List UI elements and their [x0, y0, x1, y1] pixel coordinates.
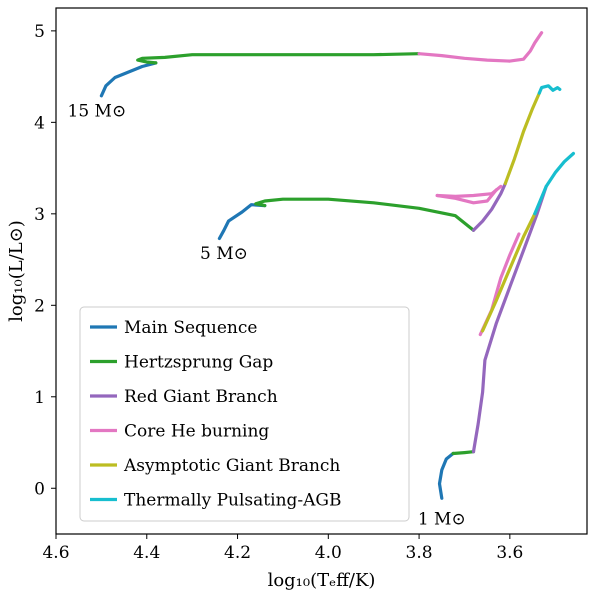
track-segment-hertzsprung-gap: [254, 197, 476, 232]
track-segment-main-sequence: [217, 203, 267, 241]
x-tick-label: 4.2: [224, 543, 251, 563]
track-segment-thermally-pulsating-agb: [533, 151, 575, 216]
mass-label: 1 M⊙: [418, 509, 466, 529]
track-segment-hertzsprung-gap: [451, 450, 476, 456]
x-tick-label: 3.6: [496, 543, 523, 563]
legend-label: Red Giant Branch: [124, 387, 278, 407]
evolution-tracks: [99, 31, 575, 500]
track: [217, 84, 562, 241]
x-tick-label: 4.0: [315, 543, 342, 563]
legend-label: Thermally Pulsating-AGB: [124, 491, 342, 511]
legend-item: Thermally Pulsating-AGB: [90, 491, 342, 511]
y-tick-label: 2: [34, 296, 45, 316]
legend-item: Hertzsprung Gap: [90, 353, 273, 373]
track: [99, 31, 544, 98]
legend-box: [79, 306, 410, 522]
legend-item: Main Sequence: [90, 318, 257, 338]
x-axis-label: log₁₀(Tₑff/K): [268, 570, 376, 591]
track-segment-main-sequence: [437, 451, 455, 500]
plot-frame: [55, 7, 588, 535]
y-tick-label: 0: [34, 479, 45, 499]
track-segment-asymptotic-giant-branch: [481, 212, 537, 333]
legend-label: Hertzsprung Gap: [124, 353, 273, 373]
x-tick-label: 3.8: [406, 543, 433, 563]
track-segment-thermally-pulsating-agb: [537, 84, 562, 95]
legend: Main Sequence Hertzsprung Gap Red Giant Br…: [79, 306, 410, 522]
track-segment-asymptotic-giant-branch: [503, 91, 541, 186]
legend-item: Red Giant Branch: [90, 387, 278, 407]
x-tick-label: 4.4: [133, 543, 160, 563]
track: [437, 151, 575, 500]
track-segment-core-he-burning: [435, 184, 503, 198]
x-axis-ticks: 4.6 4.4 4.2 4.0 3.8 3.6: [42, 534, 523, 563]
track-segment-red-giant-branch: [471, 184, 548, 454]
legend-label: Asymptotic Giant Branch: [123, 456, 340, 476]
mass-label: 15 M⊙: [68, 101, 127, 121]
y-tick-label: 4: [34, 113, 45, 133]
mass-label: 5 M⊙: [200, 244, 248, 264]
legend-item: Core He burning: [90, 422, 269, 442]
y-tick-label: 3: [34, 205, 45, 225]
track-segment-main-sequence: [99, 61, 158, 98]
y-tick-label: 1: [34, 388, 45, 408]
legend-label: Core He burning: [124, 422, 269, 442]
track-segment-red-giant-branch: [471, 182, 507, 232]
x-tick-label: 4.6: [42, 543, 69, 563]
track-segment-hertzsprung-gap: [136, 52, 421, 65]
track-segment-core-he-burning: [417, 31, 544, 63]
y-tick-label: 5: [34, 22, 45, 42]
y-axis-label: log₁₀(L/L⊙): [6, 220, 27, 322]
y-axis-ticks: 0 1 2 3 4 5: [34, 22, 56, 499]
legend-label: Main Sequence: [124, 318, 257, 338]
legend-item: Asymptotic Giant Branch: [90, 456, 340, 476]
mass-annotations: 15 M⊙ 5 M⊙ 1 M⊙: [68, 101, 466, 529]
